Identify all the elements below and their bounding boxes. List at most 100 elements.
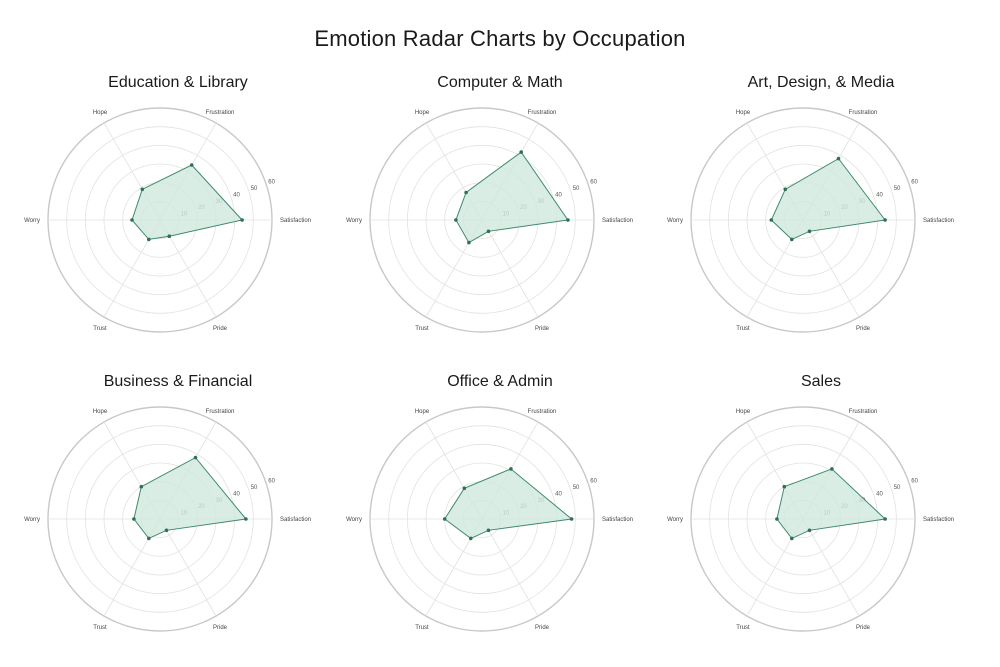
axis-label: Pride	[213, 625, 228, 631]
radar-panel-sales: Sales 102030405060SatisfactionFrustratio…	[661, 373, 981, 663]
radial-tick-label: 60	[911, 180, 918, 186]
axis-label: Satisfaction	[923, 218, 954, 224]
axis-label: Hope	[93, 409, 108, 415]
radar-panel-computer-math: Computer & Math 102030405060Satisfaction…	[340, 74, 660, 364]
chart-title: Education & Library	[108, 74, 248, 91]
chart-title: Art, Design, & Media	[747, 74, 895, 91]
radar-panel-business-financial: Business & Financial 102030405060Satisfa…	[18, 373, 338, 663]
radar-chart-education-library: 102030405060SatisfactionFrustrationHopeW…	[24, 107, 311, 333]
radial-tick-label: 40	[876, 192, 883, 198]
radar-panel-art-design-media: Art, Design, & Media 102030405060Satisfa…	[661, 74, 981, 364]
chart-title: Business & Financial	[103, 373, 253, 390]
axis-label: Trust	[736, 625, 750, 631]
radial-tick-label: 60	[268, 180, 275, 186]
radial-tick-label: 40	[233, 192, 240, 198]
axis-label: Trust	[415, 625, 429, 631]
radial-tick-label: 60	[590, 180, 597, 186]
data-point	[442, 517, 447, 521]
axis-label: Frustration	[206, 409, 235, 415]
radar-panel-office-admin: Office & Admin 102030405060SatisfactionF…	[340, 373, 660, 663]
data-polygon	[776, 468, 887, 540]
axis-label: Pride	[535, 326, 550, 332]
page-title: Emotion Radar Charts by Occupation	[314, 26, 686, 51]
data-point	[519, 150, 523, 154]
data-point	[244, 517, 248, 521]
data-point	[807, 528, 812, 533]
data-point	[486, 528, 491, 533]
radial-tick-label: 50	[894, 186, 901, 192]
radial-tick-label: 40	[876, 491, 883, 497]
radial-tick-label: 40	[233, 491, 240, 497]
chart-title: Sales	[800, 373, 842, 390]
axis-label: Hope	[736, 409, 751, 415]
axis-label: Worry	[667, 218, 683, 224]
radial-tick-label: 60	[911, 479, 918, 485]
axis-label: Pride	[535, 625, 550, 631]
data-point	[164, 528, 169, 533]
data-point	[464, 190, 468, 195]
data-point	[193, 455, 198, 460]
axis-label: Worry	[24, 517, 40, 523]
axis-label: Worry	[346, 218, 362, 224]
axis-label: Trust	[736, 326, 750, 332]
axis-label: Trust	[415, 326, 429, 332]
data-point	[454, 218, 458, 222]
data-point	[189, 163, 194, 167]
data-point	[147, 536, 151, 541]
radar-chart-art-design-media: 102030405060SatisfactionFrustrationHopeW…	[667, 107, 954, 333]
data-point	[240, 218, 244, 222]
axis-label: Worry	[346, 517, 362, 523]
axis-label: Hope	[415, 110, 430, 116]
data-point	[769, 218, 774, 222]
data-polygon	[131, 164, 244, 240]
radial-tick-label: 60	[268, 479, 275, 485]
axis-label: Trust	[93, 625, 107, 631]
axis-label: Frustration	[849, 409, 878, 415]
radar-chart-sales: 102030405060SatisfactionFrustrationHopeW…	[667, 406, 954, 632]
axis-label: Pride	[856, 326, 871, 332]
data-point	[132, 517, 136, 521]
data-point	[830, 467, 834, 471]
radial-tick-label: 40	[555, 192, 562, 198]
radial-tick-label: 60	[590, 479, 597, 485]
data-point	[775, 517, 779, 521]
axis-label: Hope	[736, 110, 751, 116]
axis-label: Frustration	[206, 110, 235, 116]
data-point	[569, 517, 574, 521]
data-point	[566, 218, 570, 222]
data-point	[469, 536, 473, 541]
data-point	[836, 156, 841, 161]
radar-panel-education-library: Education & Library 102030405060Satisfac…	[18, 74, 338, 364]
data-polygon	[455, 151, 569, 244]
radial-tick-label: 50	[251, 485, 258, 491]
radial-tick-label: 50	[251, 186, 258, 192]
radar-chart-office-admin: 102030405060SatisfactionFrustrationHopeW…	[346, 406, 633, 632]
data-point	[139, 484, 144, 489]
data-point	[883, 218, 887, 222]
data-point	[782, 484, 787, 489]
axis-label: Satisfaction	[280, 218, 311, 224]
axis-label: Hope	[93, 110, 108, 116]
axis-label: Satisfaction	[923, 517, 954, 523]
data-point	[147, 237, 151, 242]
axis-spoke	[481, 219, 539, 318]
radar-chart-computer-math: 102030405060SatisfactionFrustrationHopeW…	[346, 107, 633, 333]
data-point	[167, 234, 172, 238]
axis-label: Satisfaction	[602, 218, 633, 224]
data-polygon	[444, 468, 573, 539]
data-point	[140, 187, 145, 192]
data-point	[130, 218, 134, 222]
data-point	[790, 237, 794, 242]
axis-spoke	[159, 518, 217, 617]
radial-tick-label: 50	[573, 485, 580, 491]
axis-label: Worry	[24, 218, 40, 224]
radial-tick-label: 40	[555, 491, 562, 497]
axis-label: Satisfaction	[280, 517, 311, 523]
radial-tick-label: 50	[894, 485, 901, 491]
axis-label: Worry	[667, 517, 683, 523]
data-polygon	[770, 157, 887, 240]
data-point	[883, 517, 887, 521]
chart-title: Computer & Math	[437, 74, 563, 91]
data-point	[467, 240, 471, 245]
axis-label: Frustration	[528, 110, 557, 116]
